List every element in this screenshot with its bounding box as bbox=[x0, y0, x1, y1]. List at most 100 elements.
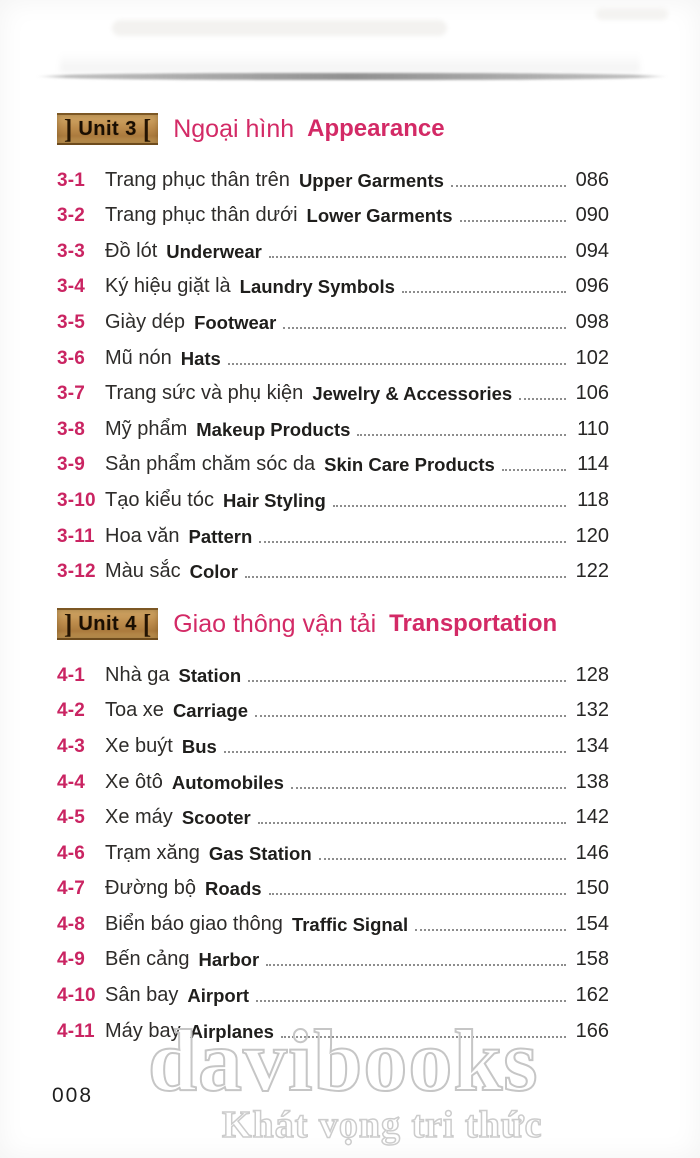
toc-entry: 3-9 Sản phẩm chăm sóc da Skin Care Produ… bbox=[57, 441, 609, 477]
dot-leader bbox=[266, 964, 566, 967]
toc-entry: 3-2 Trang phục thân dưới Lower Garments … bbox=[57, 192, 609, 228]
toc-entry: 4-1 Nhà ga Station 128 bbox=[57, 651, 609, 687]
entry-title-vietnamese: Hoa văn bbox=[105, 524, 180, 547]
entry-number: 3-10 bbox=[57, 489, 96, 511]
entry-title-english: Jewelry & Accessories bbox=[312, 383, 513, 405]
page-curl-shadow-line bbox=[36, 73, 668, 80]
table-of-contents: ] Unit 3 [ Ngoại hình Appearance 3-1 Tra… bbox=[57, 110, 609, 1043]
dot-leader bbox=[357, 433, 566, 436]
entry-number: 3-5 bbox=[57, 311, 86, 333]
entry-title-vietnamese: Xe buýt bbox=[105, 734, 173, 757]
dot-leader bbox=[332, 504, 566, 507]
entry-number: 3-12 bbox=[57, 561, 96, 583]
entry-page-number: 138 bbox=[575, 770, 609, 793]
unit-title-vietnamese: Giao thông vận tải bbox=[173, 609, 377, 638]
entry-number: 4-4 bbox=[57, 771, 86, 793]
entry-title-english: Automobiles bbox=[171, 771, 284, 793]
badge-left-bracket-icon: ] bbox=[64, 114, 73, 144]
toc-entry: 4-10 Sân bay Airport 162 bbox=[57, 971, 609, 1007]
toc-entry: 3-6 Mũ nón Hats 102 bbox=[57, 334, 609, 370]
dot-leader bbox=[227, 362, 566, 365]
dot-leader bbox=[459, 220, 566, 223]
toc-entry: 3-11 Hoa văn Pattern 120 bbox=[57, 512, 609, 548]
entry-title-vietnamese: Nhà ga bbox=[105, 663, 170, 686]
entry-title-vietnamese: Xe ôtô bbox=[105, 770, 163, 793]
badge-right-bracket-icon: [ bbox=[142, 609, 152, 639]
unit-title-english: Transportation bbox=[389, 610, 558, 638]
entry-title-english: Upper Garments bbox=[298, 169, 444, 191]
badge-left-bracket-icon: ] bbox=[64, 609, 73, 639]
toc-entry: 4-2 Toa xe Carriage 132 bbox=[57, 687, 609, 723]
entry-page-number: 114 bbox=[577, 453, 609, 476]
toc-entry: 3-4 Ký hiệu giặt là Laundry Symbols 096 bbox=[57, 263, 609, 299]
entry-number: 3-7 bbox=[57, 383, 86, 405]
entry-title-vietnamese: Biển báo giao thông bbox=[105, 912, 283, 935]
entry-page-number: 134 bbox=[575, 734, 609, 757]
entry-number: 4-8 bbox=[57, 913, 86, 935]
entry-number: 3-6 bbox=[57, 347, 86, 369]
unit-title-vietnamese: Ngoại hình bbox=[173, 114, 295, 143]
entry-title-vietnamese: Giày dép bbox=[105, 310, 186, 333]
entry-title-english: Carriage bbox=[172, 700, 249, 722]
dot-leader bbox=[268, 255, 566, 258]
entry-number: 4-10 bbox=[57, 985, 96, 1007]
entry-page-number: 106 bbox=[575, 382, 609, 405]
dot-leader bbox=[318, 857, 566, 860]
entry-title-vietnamese: Trang sức và phụ kiện bbox=[105, 382, 304, 405]
entry-page-number: 090 bbox=[575, 204, 609, 227]
entry-title-english: Roads bbox=[205, 878, 262, 900]
entry-number: 4-3 bbox=[57, 735, 86, 757]
dot-leader bbox=[283, 326, 566, 329]
toc-entry: 4-3 Xe buýt Bus 134 bbox=[57, 722, 609, 758]
entry-page-number: 102 bbox=[575, 346, 609, 369]
entry-page-number: 132 bbox=[575, 699, 609, 722]
toc-entry: 3-3 Đồ lót Underwear 094 bbox=[57, 227, 609, 263]
dot-leader bbox=[255, 715, 566, 718]
unit-header: ] Unit 3 [ Ngoại hình Appearance bbox=[57, 110, 609, 148]
entry-page-number: 122 bbox=[575, 560, 609, 583]
toc-entry: 4-4 Xe ôtô Automobiles 138 bbox=[57, 758, 609, 794]
entry-title-vietnamese: Xe máy bbox=[105, 806, 173, 829]
entry-title-english: Pattern bbox=[188, 525, 253, 547]
scan-smudge bbox=[596, 8, 668, 20]
watermark-slogan-text: Khát vọng tri thức bbox=[221, 1104, 543, 1146]
toc-entry: 3-5 Giày dép Footwear 098 bbox=[57, 298, 609, 334]
unit-title-english: Appearance bbox=[307, 115, 445, 142]
toc-entry: 3-7 Trang sức và phụ kiện Jewelry & Acce… bbox=[57, 370, 609, 406]
entry-title-english: Traffic Signal bbox=[291, 913, 409, 935]
toc-entry: 3-12 Màu sắc Color 122 bbox=[57, 548, 609, 584]
entry-title-english: Hats bbox=[180, 347, 221, 369]
entry-page-number: 094 bbox=[575, 239, 609, 262]
toc-entry: 3-8 Mỹ phẩm Makeup Products 110 bbox=[57, 405, 609, 441]
entry-number: 4-1 bbox=[57, 664, 86, 686]
toc-entry: 4-11 Máy bay Airplanes 166 bbox=[57, 1007, 609, 1043]
unit-badge: ] Unit 4 [ bbox=[57, 608, 159, 641]
entry-title-vietnamese: Bến cảng bbox=[105, 948, 190, 971]
entry-page-number: 142 bbox=[575, 806, 609, 829]
entry-number: 3-4 bbox=[57, 276, 86, 298]
entry-title-english: Makeup Products bbox=[196, 418, 351, 440]
entry-page-number: 098 bbox=[575, 310, 609, 333]
page-number: 008 bbox=[52, 1084, 94, 1107]
dot-leader bbox=[268, 893, 566, 896]
toc-entry: 4-9 Bến cảng Harbor 158 bbox=[57, 936, 609, 972]
toc-entry: 3-10 Tạo kiểu tóc Hair Styling 118 bbox=[57, 476, 609, 512]
dot-leader bbox=[415, 928, 566, 931]
entry-page-number: 154 bbox=[575, 912, 609, 935]
dot-leader bbox=[244, 576, 566, 579]
unit-label: Unit 3 bbox=[78, 117, 137, 140]
entry-title-vietnamese: Mỹ phẩm bbox=[105, 417, 188, 440]
entry-page-number: 128 bbox=[575, 663, 609, 686]
entry-title-english: Hair Styling bbox=[222, 489, 326, 511]
dot-leader bbox=[259, 540, 566, 543]
dot-leader bbox=[248, 679, 566, 682]
entry-page-number: 162 bbox=[575, 984, 609, 1007]
entry-title-vietnamese: Toa xe bbox=[105, 699, 164, 722]
toc-entry: 3-1 Trang phục thân trên Upper Garments … bbox=[57, 156, 609, 192]
entry-title-vietnamese: Màu sắc bbox=[105, 560, 181, 583]
entry-title-english: Harbor bbox=[198, 949, 260, 971]
entry-title-vietnamese: Sản phẩm chăm sóc da bbox=[105, 453, 316, 476]
entry-title-vietnamese: Trang phục thân trên bbox=[105, 168, 290, 191]
entry-title-vietnamese: Tạo kiểu tóc bbox=[105, 488, 214, 511]
entry-title-english: Airplanes bbox=[189, 1020, 274, 1042]
